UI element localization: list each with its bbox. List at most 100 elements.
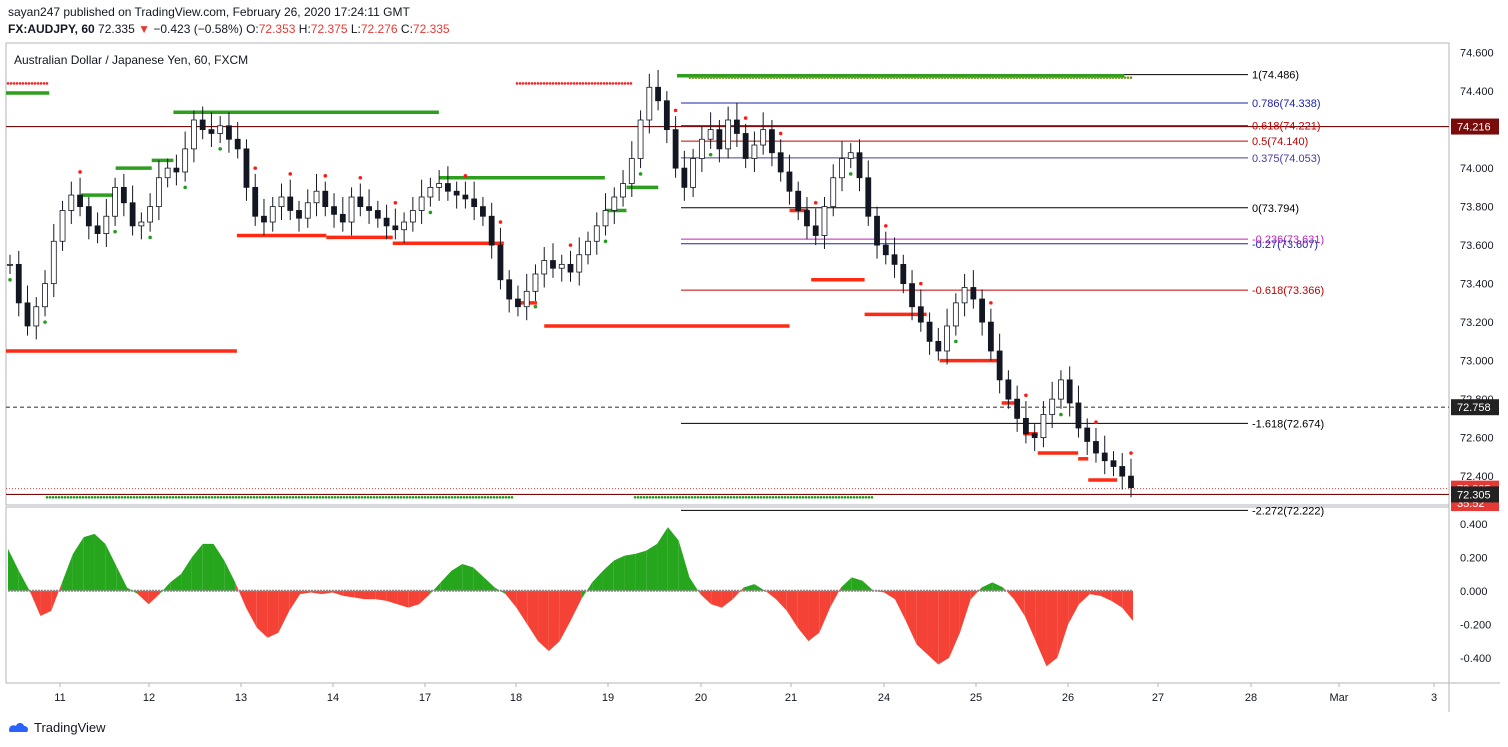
- green-dot-marker: [1090, 76, 1094, 79]
- green-dot-marker: [730, 76, 734, 79]
- green-dot-marker: [168, 496, 172, 499]
- green-dot-marker: [381, 496, 385, 499]
- green-dot-marker: [892, 76, 896, 79]
- oscillator-positive-area: [657, 527, 668, 591]
- green-dot-marker: [826, 76, 830, 79]
- oscillator-positive-area: [592, 570, 603, 591]
- green-dot-marker: [922, 76, 926, 79]
- oscillator-negative-area: [949, 590, 960, 658]
- green-dot-marker: [120, 496, 124, 499]
- red-dot-marker: [813, 200, 818, 205]
- candle-body: [672, 129, 679, 169]
- green-dot-marker: [766, 76, 770, 79]
- red-dot-marker: [568, 243, 573, 247]
- candle-body: [243, 148, 250, 188]
- green-dot-marker: [483, 496, 487, 499]
- green-dot-marker: [1075, 76, 1079, 79]
- green-dot-marker: [468, 496, 472, 499]
- red-dot-marker: [45, 82, 49, 85]
- green-dot-marker: [1069, 76, 1073, 79]
- oscillator-positive-area: [754, 584, 766, 591]
- green-dot-marker: [291, 496, 295, 499]
- green-dot-marker: [465, 496, 469, 499]
- green-dot-marker: [312, 496, 316, 499]
- oscillator-negative-area: [29, 590, 41, 616]
- green-dot-marker: [712, 76, 716, 79]
- oscillator-negative-area: [1078, 590, 1090, 605]
- red-dot-marker: [989, 301, 993, 305]
- green-dot-marker: [832, 76, 836, 79]
- green-dot-marker: [408, 496, 412, 499]
- candle-body: [558, 263, 565, 269]
- candle-body: [725, 119, 732, 150]
- green-dot-marker: [799, 76, 803, 79]
- green-dot-marker: [898, 76, 902, 79]
- green-dot-marker: [420, 496, 424, 499]
- green-dot-marker: [156, 496, 160, 499]
- price-tick-label: 72.600: [1460, 433, 1494, 445]
- red-dot-marker: [626, 82, 630, 85]
- open-value: 72.353: [258, 22, 296, 36]
- low-value: 72.276: [360, 22, 398, 36]
- green-dot-marker: [360, 496, 364, 499]
- candle-body: [891, 254, 898, 265]
- green-dot-marker: [736, 76, 740, 79]
- green-dot-marker: [940, 76, 944, 79]
- time-tick-label: 19: [602, 692, 614, 704]
- green-dot-marker: [1111, 76, 1115, 79]
- oscillator-negative-area: [776, 590, 787, 611]
- green-dot-marker: [1033, 76, 1037, 79]
- green-dot-marker: [654, 496, 658, 499]
- time-tick-label: 28: [1245, 692, 1257, 704]
- green-dot-marker: [964, 76, 968, 79]
- green-dot-marker: [54, 496, 58, 499]
- oscillator-positive-area: [181, 557, 192, 591]
- red-dot-marker: [557, 82, 561, 85]
- green-dot-marker: [114, 496, 118, 499]
- oscillator-negative-area: [830, 587, 841, 608]
- oscillator-negative-area: [1100, 590, 1112, 601]
- oscillator-negative-area: [1014, 590, 1025, 616]
- green-dot-marker: [687, 496, 691, 499]
- candle-body: [59, 210, 66, 242]
- green-dot-marker: [838, 76, 842, 79]
- candle-body: [506, 279, 513, 300]
- red-dot-marker: [24, 82, 28, 85]
- oscillator-tick-label: 0.000: [1460, 586, 1488, 598]
- green-dot-marker: [690, 496, 694, 499]
- footer-brand[interactable]: TradingView: [8, 720, 106, 735]
- fib-level-label: -0.618(73.366): [1252, 285, 1324, 297]
- green-dot-marker: [934, 76, 938, 79]
- oscillator-negative-area: [289, 590, 301, 611]
- candle-body: [742, 133, 749, 159]
- candle-body: [366, 206, 372, 211]
- red-dot-marker: [608, 82, 612, 85]
- green-dot-marker: [339, 496, 343, 499]
- chart-title: Australian Dollar / Japanese Yen, 60, FX…: [14, 53, 248, 67]
- oscillator-negative-area: [538, 590, 549, 652]
- oscillator-negative-area: [765, 590, 777, 600]
- price-tick-label: 74.000: [1460, 163, 1494, 175]
- green-dot-marker: [318, 496, 322, 499]
- green-dot-marker: [417, 496, 421, 499]
- green-dot-marker: [759, 496, 763, 499]
- green-dot-marker: [504, 496, 508, 499]
- time-tick-label: 27: [1152, 692, 1164, 704]
- green-dot-marker: [666, 496, 670, 499]
- green-dot-marker: [213, 496, 217, 499]
- candle-body: [304, 202, 311, 219]
- candle-body: [50, 240, 57, 285]
- green-dot-marker: [768, 496, 772, 499]
- candle-body: [865, 177, 872, 217]
- fib-level-label: -1.618(72.674): [1252, 418, 1324, 430]
- time-tick-label: 24: [878, 692, 890, 704]
- green-dot-marker: [507, 496, 511, 499]
- green-dot-marker: [189, 496, 193, 499]
- green-dot-marker: [691, 76, 695, 79]
- candle-body: [42, 283, 48, 308]
- green-dot-marker: [201, 496, 205, 499]
- red-dot-marker: [548, 82, 552, 85]
- green-dot-marker: [1117, 76, 1121, 79]
- green-dot-marker: [402, 496, 406, 499]
